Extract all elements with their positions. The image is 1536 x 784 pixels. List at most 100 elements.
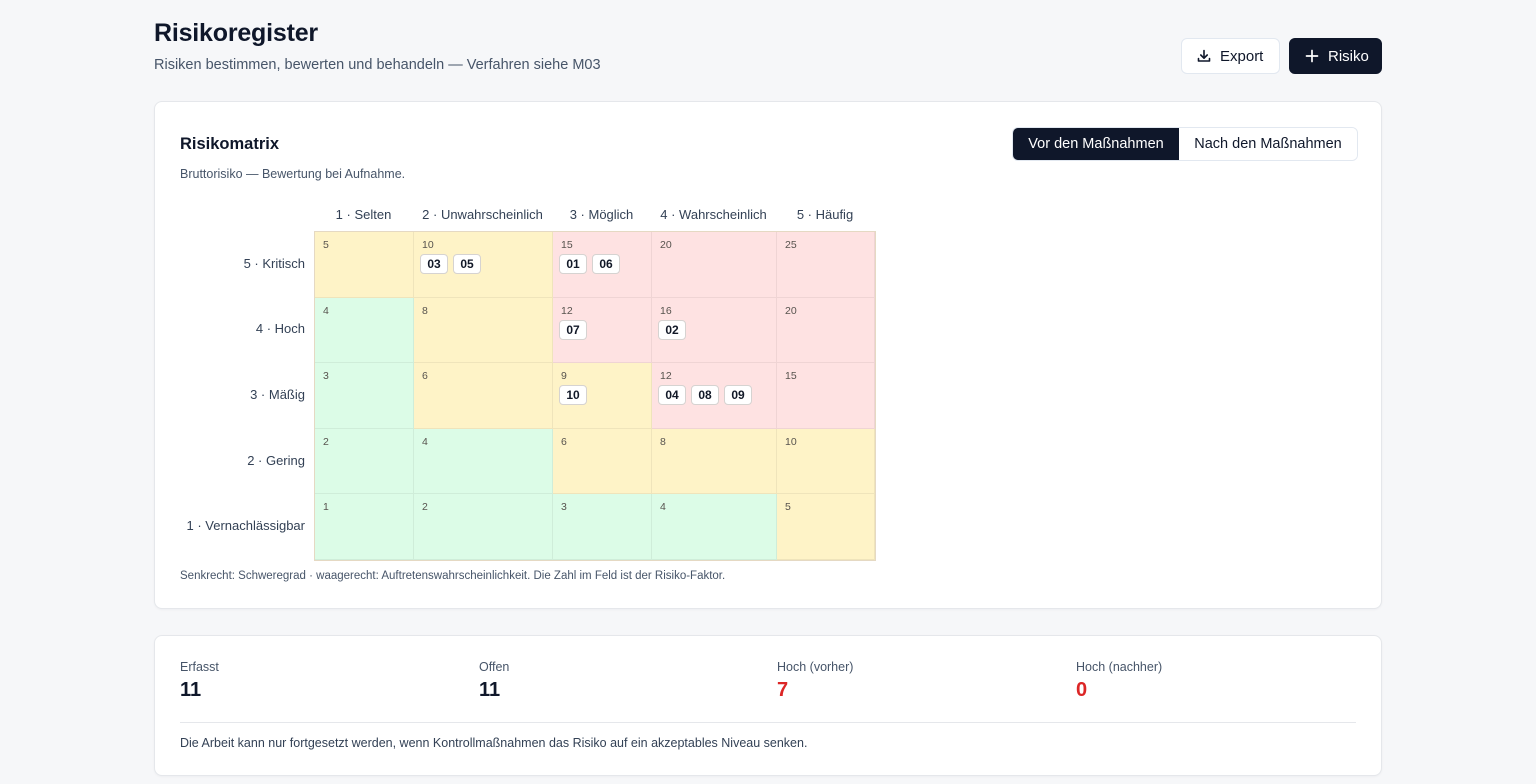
risk-chip[interactable]: 07: [559, 319, 587, 340]
matrix-column-header: 3 · Möglich: [569, 207, 634, 222]
risk-factor: 4: [323, 304, 329, 317]
matrix-cell: 4: [315, 297, 414, 364]
stat-value: 7: [777, 679, 789, 701]
risk-factor: 5: [785, 501, 791, 514]
risk-factor: 3: [323, 370, 329, 383]
risk-factor: 4: [422, 435, 428, 448]
matrix-note: Senkrecht: Schweregrad · waagerecht: Auf…: [180, 570, 726, 582]
risk-factor: 5: [323, 239, 329, 251]
risk-factor: 15: [561, 239, 573, 251]
matrix-column-header: 5 · Häufig: [796, 207, 854, 222]
matrix-column-header: 1 · Selten: [335, 207, 392, 222]
risk-factor: 8: [422, 304, 428, 317]
matrix-cell: 6: [414, 363, 553, 429]
page-subtitle: Risiken bestimmen, bewerten und behandel…: [154, 57, 601, 73]
matrix-cell: 20: [777, 297, 875, 364]
matrix-cell: 4: [652, 494, 777, 560]
view-toggle: Vor den Maßnahmen Nach den Maßnahmen: [1012, 127, 1358, 161]
matrix-cell: 2: [315, 428, 414, 495]
add-risk-button[interactable]: Risiko: [1289, 38, 1382, 74]
matrix-cell: 1: [315, 494, 414, 560]
matrix-cell: 25: [777, 232, 875, 298]
risk-factor: 10: [785, 435, 797, 448]
risk-factor: 15: [785, 370, 797, 383]
risk-chips: 02: [658, 319, 686, 340]
risk-chip[interactable]: 01: [559, 254, 587, 274]
matrix-row-header: 1 · Vernachlässigbar: [186, 518, 305, 534]
matrix-row-header: 3 · Mäßig: [250, 387, 305, 402]
risk-chip[interactable]: 05: [453, 254, 481, 274]
risk-chips: 10: [559, 385, 587, 406]
matrix-column-header: 2 · Unwahrscheinlich: [422, 207, 543, 222]
download-icon: [1197, 49, 1211, 62]
stat-label: Hoch (nachher): [1076, 660, 1163, 674]
matrix-title: Risikomatrix: [180, 135, 280, 153]
matrix-cell: 2: [414, 494, 553, 560]
risk-chips: 07: [559, 319, 587, 340]
risk-chip[interactable]: 03: [420, 254, 448, 274]
stat-item: Offen 11: [479, 660, 509, 702]
matrix-cell: 15 01 06: [553, 232, 652, 298]
risk-factor: 3: [561, 501, 567, 514]
stat-value: 11: [180, 679, 202, 701]
stat-item: Hoch (vorher) 7: [777, 660, 853, 702]
risk-factor: 10: [422, 239, 434, 251]
matrix-row-header: 2 · Gering: [247, 452, 305, 468]
matrix-cell: 16 02: [652, 297, 777, 364]
risk-factor: 6: [422, 370, 428, 383]
stat-label: Offen: [479, 660, 510, 674]
stats-card: Erfasst 11 Offen 11 Hoch (vorher) 7 Hoch (nach…: [154, 635, 1382, 776]
risk-chip[interactable]: 08: [691, 385, 719, 406]
risk-matrix-card: Risikomatrix Bruttorisiko — Bewertung be…: [154, 101, 1382, 609]
stat-value: 11: [479, 679, 501, 701]
page-title: Risikoregister: [154, 19, 318, 47]
matrix-row-header: 4 · Hoch: [255, 321, 305, 337]
risk-chip[interactable]: 10: [559, 385, 587, 406]
matrix-column-header: 4 · Wahrscheinlich: [660, 207, 767, 222]
risk-factor: 20: [785, 304, 797, 317]
stat-item: Erfasst 11: [180, 660, 219, 702]
export-button[interactable]: Export: [1181, 38, 1280, 74]
matrix-cell: 4: [414, 428, 553, 495]
risk-chips: 01 06: [559, 254, 620, 274]
matrix-cell: 12 07: [553, 297, 652, 364]
risk-factor: 12: [561, 304, 573, 317]
risk-factor: 16: [660, 304, 672, 317]
matrix-cell: 5: [315, 232, 414, 298]
matrix-cell: 3: [315, 363, 414, 429]
risk-chip[interactable]: 06: [592, 254, 620, 274]
risk-factor: 4: [660, 501, 666, 514]
risk-factor: 2: [422, 501, 428, 514]
stats-note: Die Arbeit kann nur fortgesetzt werden, …: [180, 736, 808, 750]
matrix-grid: 5 10 03 05 15 01 06 20 25 4 8 12 07 16 02 20 3 6 9 10 12 04 08…: [314, 231, 876, 561]
risk-chip[interactable]: 02: [658, 319, 686, 340]
stat-label: Erfasst: [180, 660, 219, 674]
toggle-before-measures[interactable]: Vor den Maßnahmen: [1013, 128, 1179, 160]
stats-divider: [180, 722, 1356, 723]
risk-factor: 25: [785, 239, 797, 251]
matrix-cell: 8: [652, 428, 777, 495]
risk-chips: 03 05: [420, 254, 481, 274]
stat-label: Hoch (vorher): [777, 660, 854, 674]
risk-factor: 9: [561, 370, 567, 383]
matrix-cell: 15: [777, 363, 875, 429]
plus-icon: [1305, 49, 1319, 63]
add-risk-button-label: Risiko: [1328, 47, 1369, 65]
matrix-cell: 20: [652, 232, 777, 298]
matrix-subtitle: Bruttorisiko — Bewertung bei Aufnahme.: [180, 167, 406, 181]
matrix-cell: 12 04 08 09: [652, 363, 777, 429]
risk-factor: 20: [660, 239, 672, 251]
risk-factor: 2: [323, 435, 329, 448]
risk-chip[interactable]: 09: [724, 385, 752, 406]
matrix-cell: 9 10: [553, 363, 652, 429]
matrix-cell: 10: [777, 428, 875, 495]
risk-chip[interactable]: 04: [658, 385, 686, 406]
stat-value: 0: [1076, 679, 1088, 701]
risk-chips: 04 08 09: [658, 385, 752, 406]
matrix-cell: 6: [553, 428, 652, 495]
matrix-row-header: 5 · Kritisch: [243, 255, 305, 271]
risk-factor: 6: [561, 435, 567, 448]
toggle-after-measures[interactable]: Nach den Maßnahmen: [1179, 128, 1357, 160]
risk-factor: 12: [660, 370, 672, 383]
